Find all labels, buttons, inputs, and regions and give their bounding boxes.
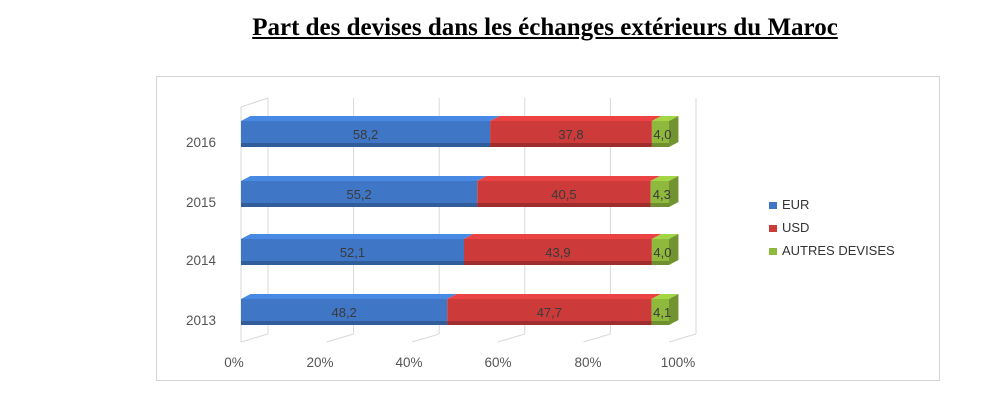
side-wall-edge: [240, 97, 269, 108]
x-tick-0pct: 0%: [224, 355, 244, 370]
x-tick-60pct: 60%: [484, 355, 511, 370]
bar-shade-usd-2015: [477, 203, 651, 207]
data-label-eur-2013: 48,2: [331, 305, 356, 320]
data-label-usd-2015: 40,5: [551, 187, 576, 202]
bar-top-autres-devises-2016: [651, 116, 679, 121]
bar-top-usd-2013: [447, 294, 661, 299]
bar-shade-usd-2013: [447, 321, 652, 325]
x-tick-40pct: 40%: [395, 355, 422, 370]
data-label-autres-devises-2014: 4,0: [653, 245, 671, 260]
data-label-usd-2014: 43,9: [545, 245, 570, 260]
x-tick-labels: 0% 20% 40% 60% 80% 100%: [224, 355, 695, 370]
bar-autres-devises-2016: [651, 121, 669, 147]
category-label-2013: 2013: [186, 313, 216, 328]
bar-shade-eur-2015: [241, 203, 478, 207]
data-labels: 58,2 37,8 4,0 55,2 40,5 4,3 52,1 43,9 4,0 48,2 47,…: [331, 127, 671, 320]
legend-swatch-autres-devises: [769, 248, 777, 255]
floor-line-100: [668, 333, 697, 343]
floor-line-60: [497, 333, 525, 343]
bar-usd-2016: [490, 121, 652, 147]
legend-swatch-eur: [769, 202, 777, 209]
category-label-2016: 2016: [186, 135, 216, 150]
data-label-usd-2013: 47,7: [537, 305, 562, 320]
bar-shade-autres-devises-2016: [651, 143, 669, 147]
bar-top-usd-2016: [490, 116, 662, 121]
bar-side-2013: [669, 294, 679, 325]
bar-autres-devises-2013: [651, 299, 669, 325]
bar-shade-eur-2014: [241, 261, 464, 265]
bar-top-autres-devises-2015: [650, 176, 679, 181]
floor-line-0: [240, 333, 269, 343]
bar-top-usd-2015: [477, 176, 661, 181]
bar-shade-autres-devises-2015: [650, 203, 669, 207]
bar-usd-2015: [477, 181, 651, 207]
bar-autres-devises-2015: [650, 181, 669, 207]
bar-side-2016: [669, 116, 679, 147]
bar-eur-2013: [241, 299, 448, 325]
bar-shade-eur-2016: [241, 143, 491, 147]
data-label-autres-devises-2015: 4,3: [653, 187, 671, 202]
bar-shade-autres-devises-2013: [651, 321, 669, 325]
legend-label-autres-devises: AUTRES DEVISES: [782, 243, 895, 258]
floor-line-20: [326, 333, 354, 343]
category-label-2015: 2015: [186, 195, 216, 210]
bar-top-autres-devises-2013: [651, 294, 679, 299]
legend-label-eur: EUR: [782, 197, 809, 212]
bar-shade-usd-2014: [463, 261, 652, 265]
bar-side-2015: [669, 176, 679, 207]
bar-eur-2016: [241, 121, 491, 147]
data-label-autres-devises-2013: 4,1: [653, 305, 671, 320]
bar-shade-autres-devises-2014: [651, 261, 669, 265]
category-labels: 2016 2015 2014 2013: [186, 135, 217, 328]
bar-eur-2015: [241, 181, 478, 207]
bar-eur-2014: [241, 239, 464, 265]
legend-swatch-usd: [769, 225, 777, 232]
x-tick-80pct: 80%: [574, 355, 601, 370]
chart-title: Part des devises dans les échanges extér…: [252, 14, 838, 41]
bar-top-eur-2014: [241, 234, 474, 239]
data-label-autres-devises-2016: 4,0: [653, 127, 671, 142]
bar-top-usd-2014: [463, 234, 662, 239]
bar-side-2014: [669, 234, 679, 265]
bar-top-eur-2015: [241, 176, 487, 181]
bar-top-autres-devises-2014: [651, 234, 679, 239]
data-label-eur-2015: 55,2: [346, 187, 371, 202]
bar-shade-eur-2013: [241, 321, 448, 325]
legend-label-usd: USD: [782, 220, 809, 235]
data-label-usd-2016: 37,8: [558, 127, 583, 142]
bar-shade-usd-2016: [490, 143, 652, 147]
legend: EUR USD AUTRES DEVISES: [769, 197, 895, 258]
bar-top-eur-2016: [241, 116, 500, 121]
bar-autres-devises-2014: [651, 239, 669, 265]
bar-usd-2013: [447, 299, 652, 325]
data-label-eur-2016: 58,2: [353, 127, 378, 142]
category-label-2014: 2014: [186, 253, 217, 268]
floor-line-80: [583, 333, 611, 343]
bar-top-eur-2013: [241, 294, 457, 299]
data-label-eur-2014: 52,1: [340, 245, 365, 260]
floor-line-40: [412, 333, 440, 343]
bars: [241, 116, 679, 325]
x-tick-20pct: 20%: [306, 355, 333, 370]
x-tick-100pct: 100%: [661, 355, 696, 370]
bar-usd-2014: [463, 239, 652, 265]
